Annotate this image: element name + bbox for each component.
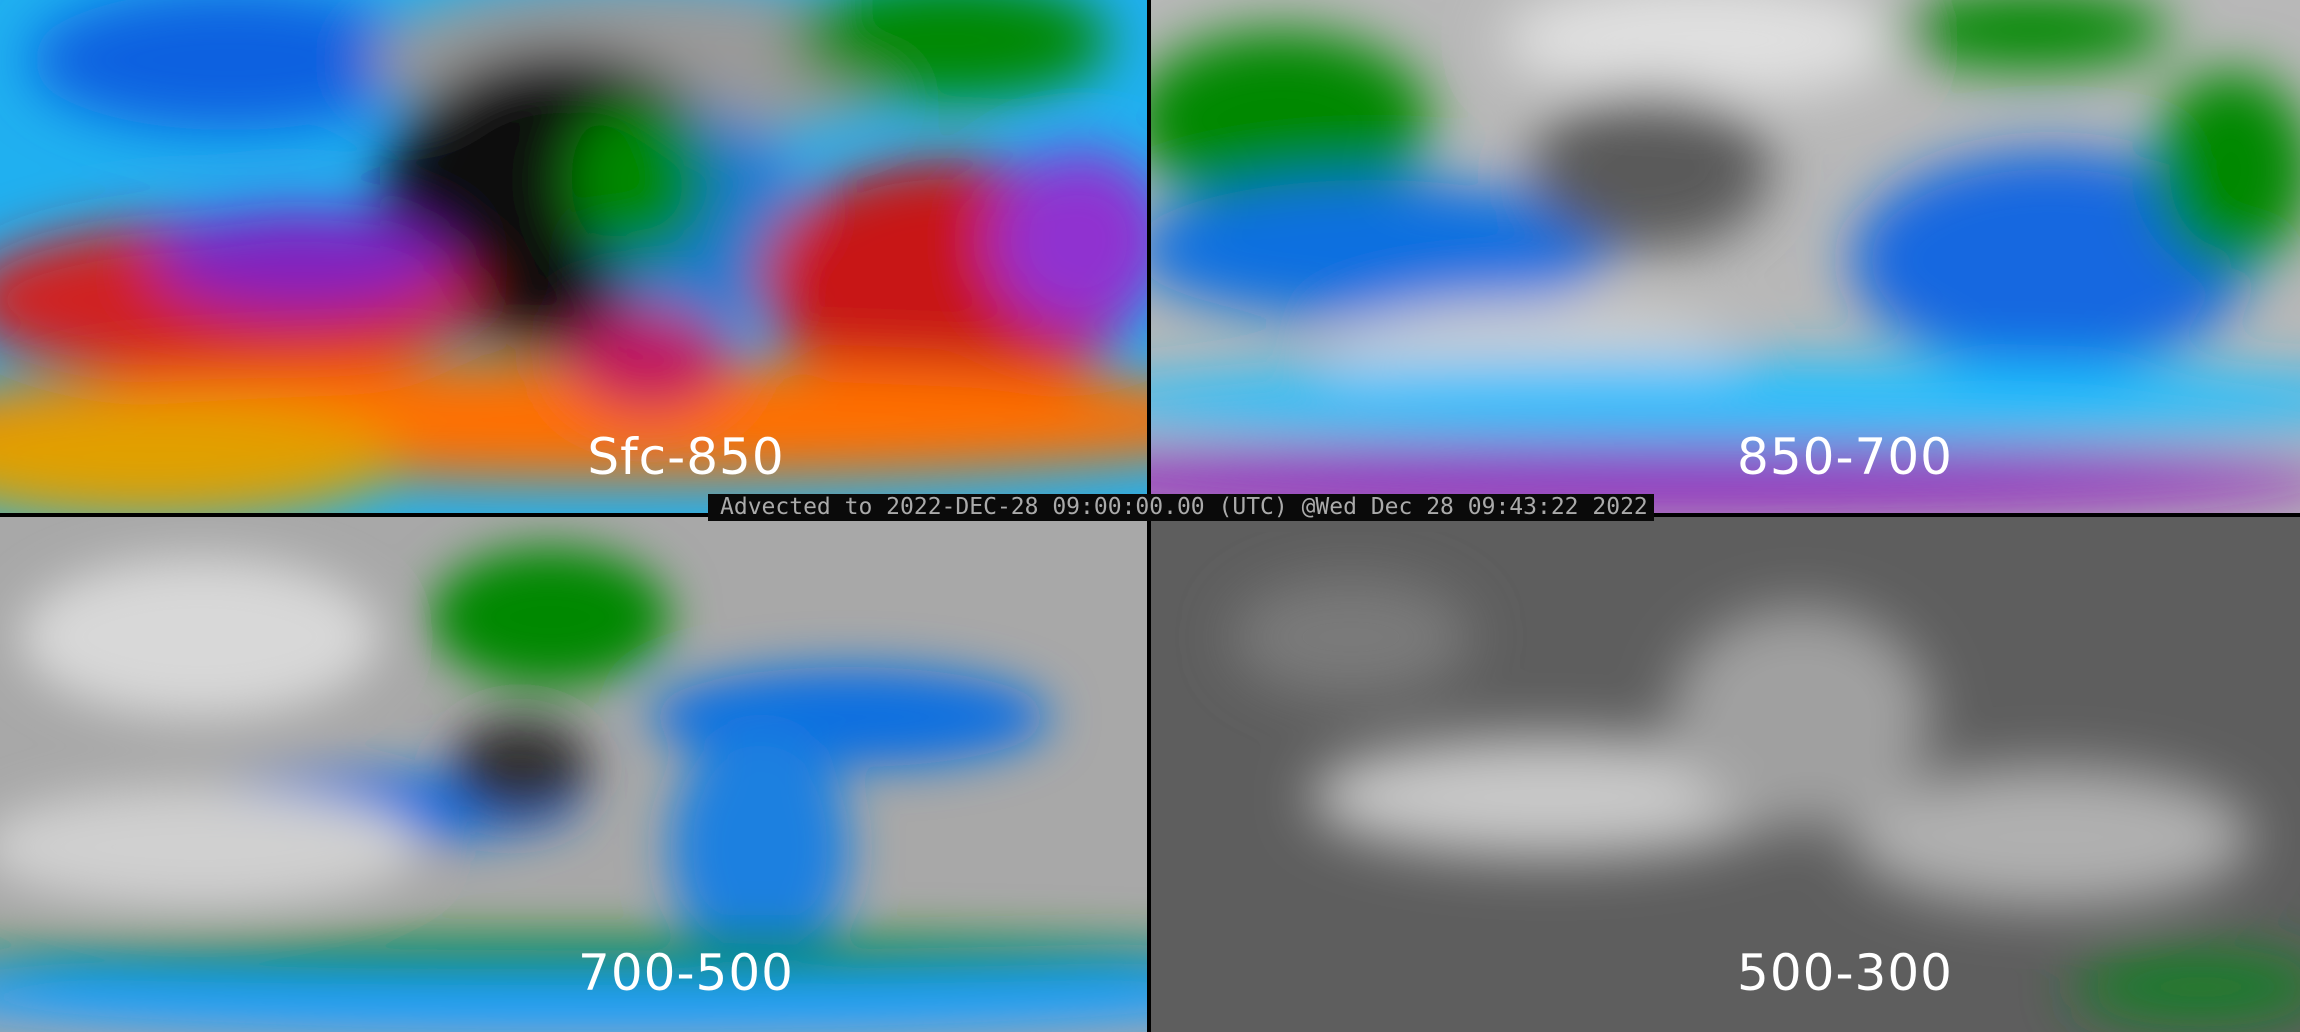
700-500-map [0,517,1147,1032]
panel-label: 700-500 [578,944,794,1002]
panel-label: 850-700 [1737,428,1953,486]
panel-label: 500-300 [1737,944,1953,1002]
500-300-map [1151,517,2300,1032]
panel-label: Sfc-850 [587,428,785,486]
panel-700-500: 700-500 [0,517,1147,1032]
timestamp-banner: Advected to 2022-DEC-28 09:00:00.00 (UTC… [708,494,1654,521]
panel-500-300: 500-300 [1151,517,2300,1032]
sfc-850-map [0,0,1147,513]
panel-sfc-850: Sfc-850 [0,0,1147,513]
850-700-map [1151,0,2300,513]
panel-850-700: 850-700 [1151,0,2300,513]
